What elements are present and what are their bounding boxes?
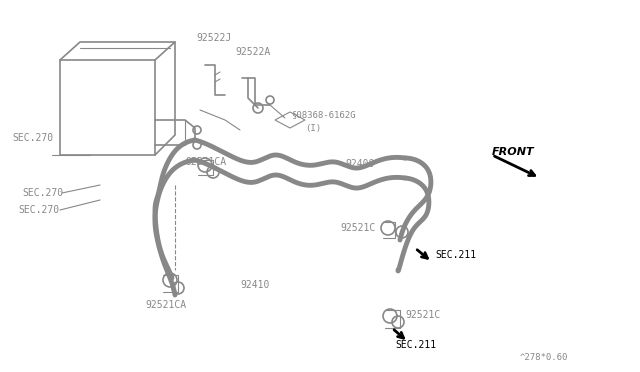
Text: SEC.211: SEC.211 xyxy=(435,250,476,260)
Text: 92521C: 92521C xyxy=(340,223,375,233)
Text: 92410: 92410 xyxy=(240,280,269,290)
Text: FRONT: FRONT xyxy=(492,147,534,157)
Text: 92400: 92400 xyxy=(345,159,374,169)
Text: SEC.270: SEC.270 xyxy=(18,205,59,215)
Text: SEC.211: SEC.211 xyxy=(395,340,436,350)
Text: 92521CA: 92521CA xyxy=(185,157,226,167)
Text: 92521C: 92521C xyxy=(405,310,440,320)
Text: 92522A: 92522A xyxy=(235,47,270,57)
Text: SEC.270: SEC.270 xyxy=(12,133,53,143)
Text: 92521CA: 92521CA xyxy=(145,300,186,310)
Text: SEC.270: SEC.270 xyxy=(22,188,63,198)
Text: (I): (I) xyxy=(305,124,321,132)
Text: §08368-6162G: §08368-6162G xyxy=(291,110,355,119)
Text: ^278*0.60: ^278*0.60 xyxy=(520,353,568,362)
Text: 92522J: 92522J xyxy=(196,33,231,43)
